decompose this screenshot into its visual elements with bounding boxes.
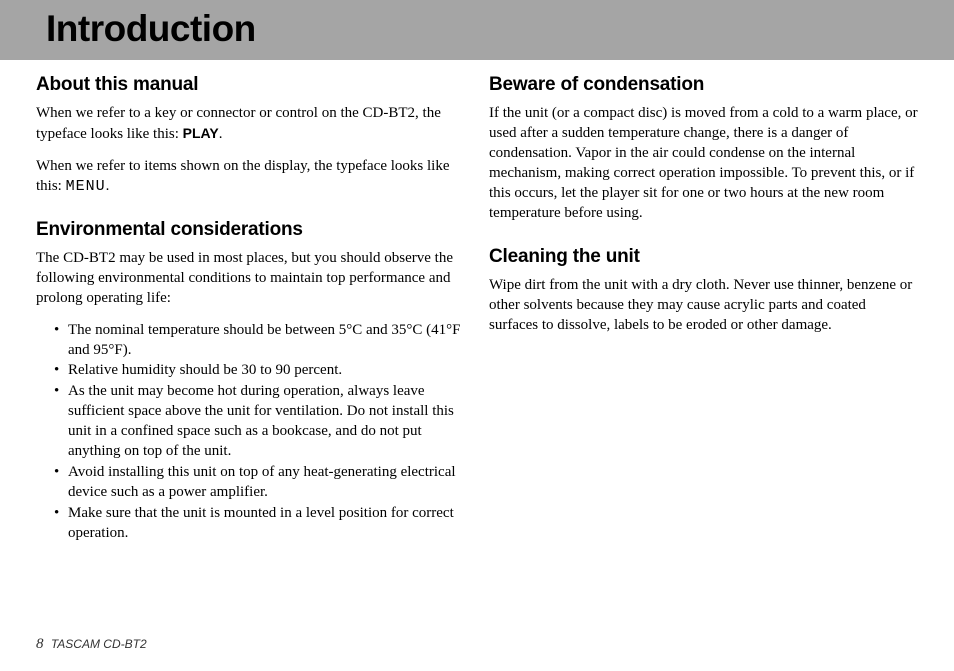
list-item: Relative humidity should be 30 to 90 per… (54, 361, 465, 381)
about-manual-heading: About this manual (36, 74, 465, 96)
environmental-heading: Environmental considerations (36, 219, 465, 241)
page-number: 8 (36, 636, 44, 652)
manual-page: Introduction About this manual When we r… (0, 0, 954, 671)
about-manual-para2: When we refer to items shown on the disp… (36, 157, 465, 197)
content-columns: About this manual When we refer to a key… (0, 74, 954, 545)
condensation-heading: Beware of condensation (489, 74, 918, 96)
text: When we refer to a key or connector or c… (36, 105, 441, 142)
key-typeface-example: PLAY (183, 125, 219, 141)
display-typeface-example: MENU (66, 178, 106, 195)
list-item: Make sure that the unit is mounted in a … (54, 504, 465, 544)
product-name: TASCAM CD-BT2 (51, 637, 147, 651)
list-item: The nominal temperature should be betwee… (54, 321, 465, 361)
text: . (219, 126, 223, 142)
page-footer: 8 TASCAM CD-BT2 (36, 636, 147, 653)
title-bar: Introduction (0, 0, 954, 60)
cleaning-heading: Cleaning the unit (489, 246, 918, 268)
environmental-list: The nominal temperature should be betwee… (36, 321, 465, 544)
right-column: Beware of condensation If the unit (or a… (489, 74, 918, 545)
list-item: As the unit may become hot during operat… (54, 382, 465, 462)
cleaning-para: Wipe dirt from the unit with a dry cloth… (489, 276, 918, 336)
text: . (106, 178, 110, 194)
condensation-para: If the unit (or a compact disc) is moved… (489, 104, 918, 224)
list-item: Avoid installing this unit on top of any… (54, 463, 465, 503)
page-title: Introduction (46, 8, 954, 50)
about-manual-para1: When we refer to a key or connector or c… (36, 104, 465, 145)
left-column: About this manual When we refer to a key… (36, 74, 465, 545)
environmental-intro: The CD-BT2 may be used in most places, b… (36, 249, 465, 309)
